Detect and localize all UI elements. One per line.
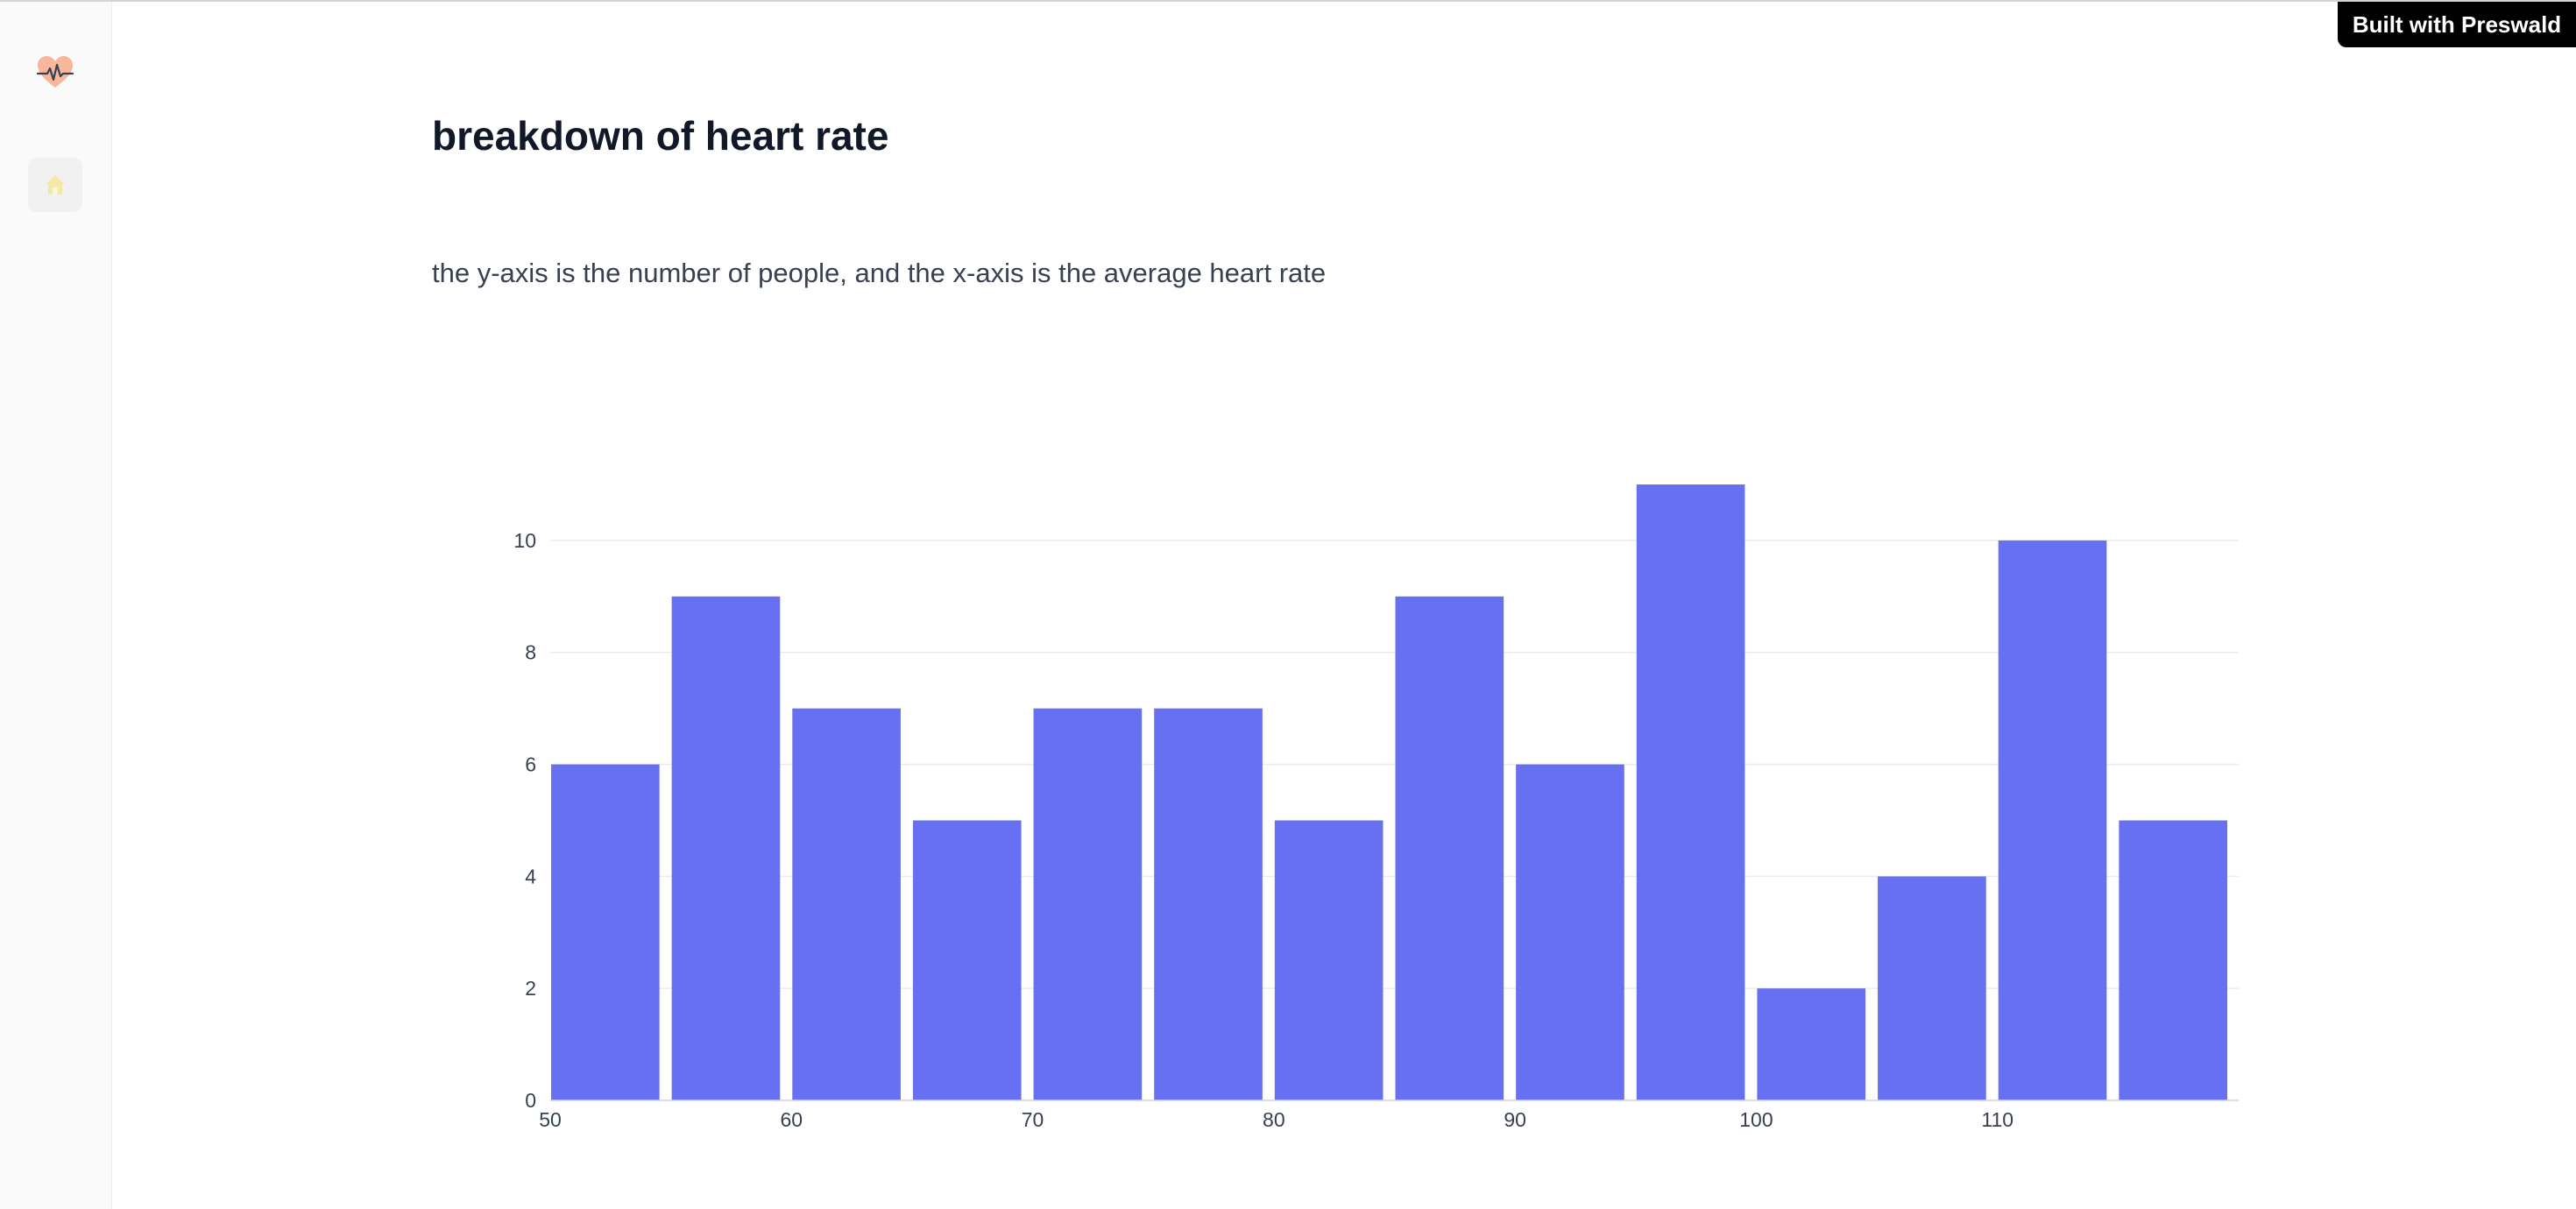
y-tick-label-4: 4 bbox=[525, 865, 536, 887]
bar-115 bbox=[2119, 820, 2227, 1100]
y-tick-label-10: 10 bbox=[513, 529, 536, 552]
page-title: breakdown of heart rate bbox=[432, 113, 889, 159]
y-tick-label-0: 0 bbox=[525, 1089, 536, 1112]
bar-100 bbox=[1757, 988, 1866, 1100]
sidebar bbox=[0, 2, 112, 1209]
x-tick-label-110: 110 bbox=[1981, 1108, 2013, 1131]
built-with-badge[interactable]: Built with Preswald bbox=[2338, 2, 2576, 47]
bar-75 bbox=[1154, 708, 1263, 1100]
x-tick-label-90: 90 bbox=[1504, 1108, 1526, 1131]
bar-65 bbox=[912, 820, 1022, 1100]
chart-description: the y-axis is the number of people, and … bbox=[432, 258, 1327, 288]
y-tick-label-8: 8 bbox=[525, 641, 536, 664]
y-tick-label-6: 6 bbox=[525, 753, 536, 776]
top-border bbox=[0, 0, 2576, 2]
x-tick-label-60: 60 bbox=[780, 1108, 803, 1131]
bar-70 bbox=[1033, 708, 1143, 1100]
x-tick-label-100: 100 bbox=[1739, 1108, 1773, 1131]
x-tick-label-70: 70 bbox=[1022, 1108, 1044, 1131]
heart-rate-histogram: 0 2 4 6 8 10 50 60 70 80 90 100 110 bbox=[513, 484, 2239, 1131]
bar-105 bbox=[1878, 876, 1986, 1100]
bar-90 bbox=[1516, 764, 1624, 1100]
home-icon bbox=[46, 175, 65, 194]
bar-50 bbox=[551, 764, 660, 1100]
bar-110 bbox=[1998, 540, 2107, 1100]
bar-85 bbox=[1395, 596, 1504, 1100]
y-tick-label-2: 2 bbox=[525, 977, 536, 1000]
bar-60 bbox=[792, 708, 901, 1100]
x-tick-label-80: 80 bbox=[1263, 1108, 1285, 1131]
bar-95 bbox=[1636, 484, 1745, 1100]
heart-pulse-icon[interactable] bbox=[35, 53, 75, 93]
bar-55 bbox=[671, 596, 781, 1100]
x-tick-label-50: 50 bbox=[539, 1108, 562, 1131]
bar-80 bbox=[1274, 820, 1384, 1100]
sidebar-item-home[interactable] bbox=[28, 158, 82, 212]
